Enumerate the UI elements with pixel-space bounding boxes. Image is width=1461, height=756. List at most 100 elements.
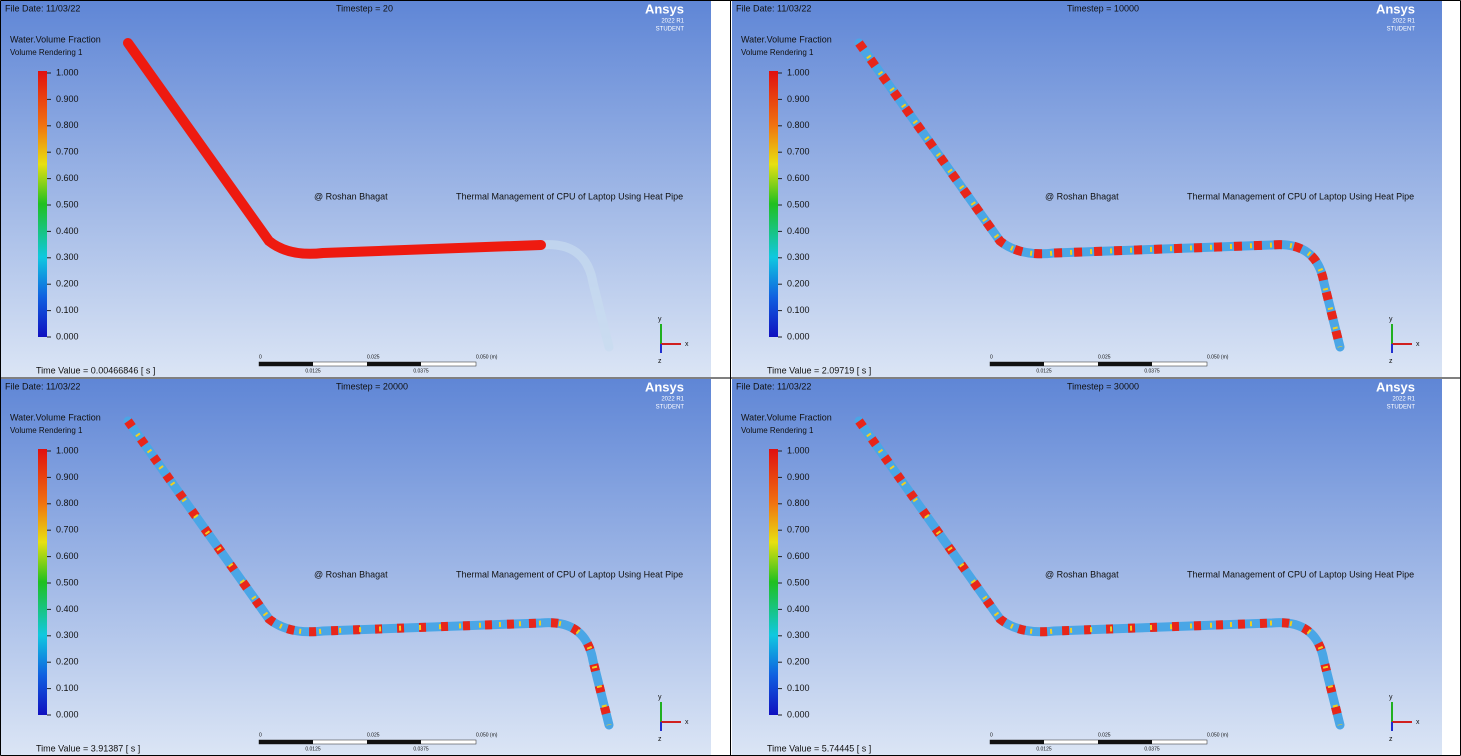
time-value: Time Value = 2.09719 [ s ] bbox=[767, 365, 871, 375]
variable-name: Water.Volume Fraction bbox=[741, 412, 832, 422]
triad-label: x bbox=[1416, 719, 1420, 726]
legend-label: 0.400 bbox=[56, 604, 79, 614]
legend-label: 0.100 bbox=[787, 683, 810, 693]
viewport-background bbox=[1, 1, 711, 377]
simulation-panel: File Date: 11/03/22 Timestep = 20000 Ansys… bbox=[1, 379, 711, 755]
triad-label: z bbox=[1389, 358, 1393, 365]
triad-label: y bbox=[1389, 316, 1393, 323]
legend-label: 0.500 bbox=[787, 577, 810, 587]
scale-label: 0.0125 bbox=[1036, 746, 1052, 752]
scale-label: 0.025 bbox=[367, 732, 380, 738]
scale-label: 0.0125 bbox=[305, 368, 321, 374]
project-title: Thermal Management of CPU of Laptop Usin… bbox=[1187, 191, 1414, 201]
variable-name: Water.Volume Fraction bbox=[10, 34, 101, 44]
rendering-name: Volume Rendering 1 bbox=[741, 48, 814, 57]
color-legend bbox=[38, 449, 47, 715]
author: @ Roshan Bhagat bbox=[1045, 191, 1119, 201]
ansys-edition: STUDENT bbox=[1387, 405, 1416, 411]
legend-label: 0.500 bbox=[56, 577, 79, 587]
pipe-slug-edges bbox=[856, 419, 1343, 726]
scale-seg bbox=[1098, 362, 1152, 366]
legend-label: 0.800 bbox=[787, 498, 810, 508]
scale-label: 0.050 (m) bbox=[476, 732, 498, 738]
scale-label: 0.0375 bbox=[413, 746, 429, 752]
legend-label: 0.600 bbox=[787, 551, 810, 561]
scale-seg bbox=[367, 362, 421, 366]
scale-label: 0 bbox=[990, 354, 993, 360]
rendering-name: Volume Rendering 1 bbox=[741, 426, 814, 435]
scale-seg bbox=[990, 362, 1044, 366]
triad-label: y bbox=[658, 694, 662, 701]
pipe-slugs bbox=[124, 418, 614, 727]
ansys-edition: STUDENT bbox=[1387, 27, 1416, 33]
triad-label: x bbox=[685, 719, 689, 726]
author: @ Roshan Bhagat bbox=[1045, 569, 1119, 579]
legend-label: 0.300 bbox=[787, 252, 810, 262]
scale-label: 0.0375 bbox=[1144, 746, 1160, 752]
triad-label: z bbox=[658, 736, 662, 743]
viewport-background bbox=[732, 379, 1442, 755]
ansys-edition: STUDENT bbox=[656, 27, 685, 33]
triad-label: x bbox=[1416, 341, 1420, 348]
triad-label: y bbox=[658, 316, 662, 323]
ansys-version: 2022 R1 bbox=[1392, 397, 1415, 403]
scale-label: 0 bbox=[259, 354, 262, 360]
pipe-slug-edges bbox=[856, 41, 1343, 348]
author: @ Roshan Bhagat bbox=[314, 191, 388, 201]
scale-label: 0.0375 bbox=[413, 368, 429, 374]
file-date: File Date: 11/03/22 bbox=[736, 3, 811, 13]
legend-label: 0.400 bbox=[787, 226, 810, 236]
timestep: Timestep = 20 bbox=[336, 3, 393, 13]
ansys-version: 2022 R1 bbox=[1392, 19, 1415, 25]
legend-label: 1.000 bbox=[787, 445, 810, 455]
triad-label: z bbox=[1389, 736, 1393, 743]
project-title: Thermal Management of CPU of Laptop Usin… bbox=[1187, 569, 1414, 579]
legend-label: 0.900 bbox=[787, 472, 810, 482]
simulation-panel: File Date: 11/03/22 Timestep = 10000 Ansys… bbox=[732, 1, 1442, 377]
ansys-logo: Ansys bbox=[645, 1, 684, 16]
legend-label: 1.000 bbox=[56, 445, 79, 455]
color-legend bbox=[769, 449, 778, 715]
legend-label: 0.700 bbox=[787, 147, 810, 157]
legend-label: 0.900 bbox=[787, 94, 810, 104]
project-title: Thermal Management of CPU of Laptop Usin… bbox=[456, 569, 683, 579]
ansys-edition: STUDENT bbox=[656, 405, 685, 411]
legend-label: 0.900 bbox=[56, 472, 79, 482]
time-value: Time Value = 5.74445 [ s ] bbox=[767, 743, 871, 753]
scale-label: 0.0125 bbox=[1036, 368, 1052, 374]
file-date: File Date: 11/03/22 bbox=[5, 381, 80, 391]
pipe-fluid bbox=[123, 38, 546, 259]
viewport-background bbox=[1, 379, 711, 755]
legend-label: 0.500 bbox=[56, 199, 79, 209]
ansys-logo: Ansys bbox=[1376, 379, 1415, 394]
scale-label: 0 bbox=[259, 732, 262, 738]
rendering-name: Volume Rendering 1 bbox=[10, 48, 83, 57]
pipe-slugs bbox=[855, 418, 1345, 727]
project-title: Thermal Management of CPU of Laptop Usin… bbox=[456, 191, 683, 201]
legend-label: 0.100 bbox=[56, 305, 79, 315]
legend-label: 0.000 bbox=[56, 331, 79, 341]
simulation-panel: File Date: 11/03/22 Timestep = 30000 Ansys… bbox=[732, 379, 1442, 755]
legend-label: 0.300 bbox=[56, 252, 79, 262]
legend-label: 0.200 bbox=[787, 279, 810, 289]
legend-label: 1.000 bbox=[56, 67, 79, 77]
scale-label: 0 bbox=[990, 732, 993, 738]
scale-seg bbox=[259, 362, 313, 366]
scale-label: 0.050 (m) bbox=[1207, 732, 1229, 738]
variable-name: Water.Volume Fraction bbox=[10, 412, 101, 422]
legend-label: 0.100 bbox=[56, 683, 79, 693]
legend-label: 1.000 bbox=[787, 67, 810, 77]
scale-label: 0.025 bbox=[367, 354, 380, 360]
color-legend bbox=[38, 71, 47, 337]
legend-label: 0.700 bbox=[787, 525, 810, 535]
legend-label: 0.000 bbox=[787, 709, 810, 719]
legend-label: 0.100 bbox=[787, 305, 810, 315]
legend-label: 0.400 bbox=[787, 604, 810, 614]
ansys-logo: Ansys bbox=[1376, 1, 1415, 16]
legend-label: 0.800 bbox=[787, 120, 810, 130]
simulation-panel: File Date: 11/03/22 Timestep = 20 Ansys 202… bbox=[1, 1, 711, 377]
legend-label: 0.600 bbox=[56, 551, 79, 561]
scale-seg bbox=[367, 740, 421, 744]
scale-label: 0.025 bbox=[1098, 354, 1111, 360]
rendering-name: Volume Rendering 1 bbox=[10, 426, 83, 435]
